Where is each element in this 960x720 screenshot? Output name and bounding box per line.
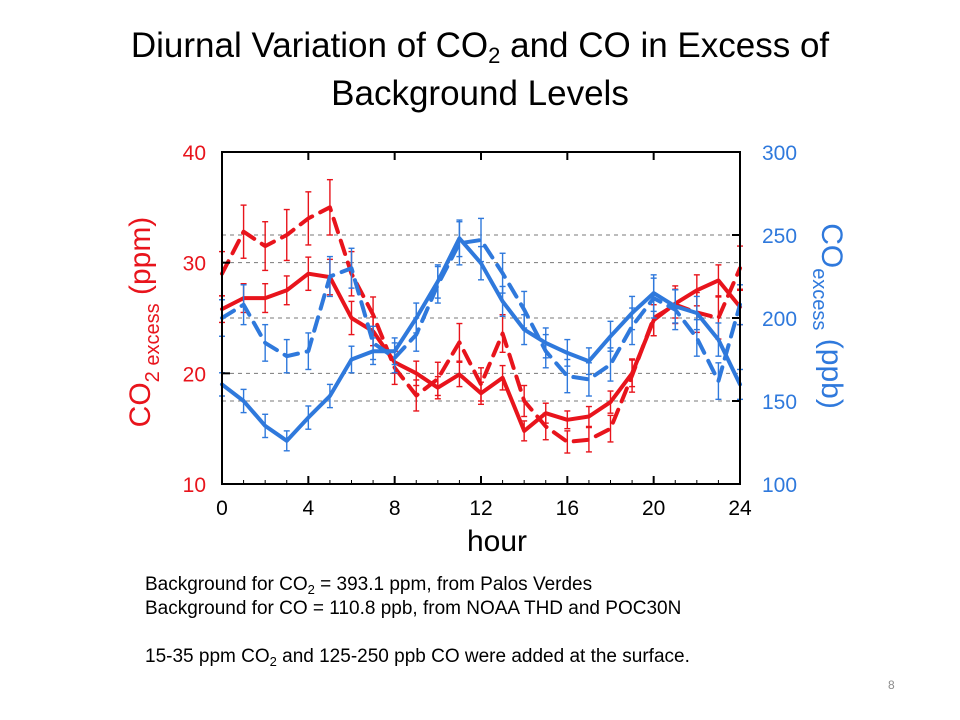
series-line bbox=[220, 238, 742, 384]
y-left-axis-label: CO2 excess (ppm) bbox=[124, 217, 164, 428]
y-left-tick-label: 10 bbox=[183, 474, 206, 497]
note-text: 15-35 ppm CO bbox=[145, 646, 270, 667]
label-layer: 0 4 8 12 16 20 24 10 20 30 40 100 150 200 250 300 hour CO… bbox=[124, 142, 848, 558]
y-right-tick-label: 200 bbox=[762, 308, 797, 331]
title-subscript: 2 bbox=[488, 43, 501, 68]
notes: Background for CO2 = 393.1 ppm, from Pal… bbox=[145, 573, 905, 669]
title-text: Diurnal Variation of CO bbox=[130, 26, 489, 65]
y-right-tick-label: 100 bbox=[762, 474, 797, 497]
y-right-tick-label: 300 bbox=[762, 142, 797, 165]
note-subscript: 2 bbox=[269, 654, 277, 669]
x-tick-label: 4 bbox=[302, 497, 314, 520]
y-left-label-main: CO bbox=[124, 382, 157, 427]
page-number: 8 bbox=[888, 678, 895, 692]
x-tick-label: 8 bbox=[389, 497, 401, 520]
x-tick-label: 24 bbox=[728, 497, 752, 520]
note-added-at-surface: 15-35 ppm CO2 and 125-250 ppb CO were ad… bbox=[145, 645, 905, 669]
diurnal-chart: 0 4 8 12 16 20 24 10 20 30 40 100 150 200 250 300 hour CO… bbox=[124, 142, 848, 558]
series-co2-dashed bbox=[219, 178, 743, 454]
x-tick-label: 12 bbox=[469, 497, 492, 520]
y-right-axis-label: COexcess (ppb) bbox=[808, 223, 848, 409]
tick-layer bbox=[221, 151, 741, 485]
series-layer bbox=[219, 178, 743, 454]
note-subscript: 2 bbox=[307, 582, 315, 597]
x-tick-label: 0 bbox=[216, 497, 228, 520]
y-left-tick-label: 30 bbox=[183, 253, 206, 276]
y-left-label-sub: 2 excess bbox=[142, 303, 164, 382]
note-text: Background for CO bbox=[145, 574, 308, 595]
y-right-label-main: CO bbox=[815, 223, 848, 268]
series-line bbox=[220, 205, 742, 444]
y-left-tick-label: 40 bbox=[183, 142, 206, 165]
y-right-tick-label: 150 bbox=[762, 391, 797, 414]
y-left-tick-label: 20 bbox=[183, 363, 206, 386]
title-line-2: Background Levels bbox=[331, 74, 629, 113]
x-axis-label: hour bbox=[467, 525, 527, 558]
note-text: and 125-250 ppb CO were added at the sur… bbox=[276, 646, 690, 667]
y-right-tick-label: 250 bbox=[762, 225, 797, 248]
title-line-1: Diurnal Variation of CO2 and CO in Exces… bbox=[60, 22, 900, 70]
y-right-label-unit: (ppb) bbox=[815, 330, 848, 408]
note-co2-background: Background for CO2 = 393.1 ppm, from Pal… bbox=[145, 573, 905, 597]
x-tick-label: 20 bbox=[642, 497, 665, 520]
note-spacer bbox=[145, 621, 905, 645]
series-co2-solid bbox=[219, 256, 743, 442]
note-co-background: Background for CO = 110.8 ppb, from NOAA… bbox=[145, 598, 682, 619]
title-text-continued: and CO in Excess of bbox=[500, 26, 830, 65]
y-right-label-sub: excess bbox=[808, 268, 830, 330]
y-left-label-unit: (ppm) bbox=[124, 217, 157, 304]
note-text: = 393.1 ppm, from Palos Verdes bbox=[314, 574, 593, 595]
x-tick-label: 16 bbox=[556, 497, 579, 520]
slide-title: Diurnal Variation of CO2 and CO in Exces… bbox=[60, 22, 900, 118]
